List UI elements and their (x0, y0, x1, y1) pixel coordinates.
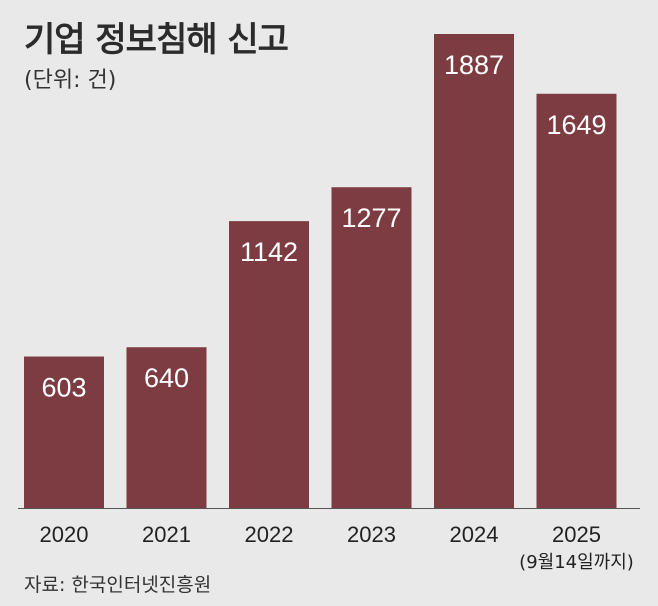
data-label-2025: 1649 (546, 110, 606, 140)
x-tick-note-2025: (9월14일까지) (519, 552, 634, 573)
bar-2025 (536, 93, 617, 508)
x-tick-label-2022: 2022 (245, 522, 294, 547)
x-tick-label-2020: 2020 (40, 522, 89, 547)
bar-2022 (229, 221, 309, 509)
x-tick-label-2024: 2024 (450, 522, 499, 547)
data-label-2021: 640 (144, 363, 189, 393)
data-label-2024: 1887 (444, 50, 504, 80)
x-tick-label-2025: 2025 (552, 522, 601, 547)
bar-2024 (434, 34, 514, 508)
bar-2020 (24, 356, 104, 508)
chart-unit-label: (단위: 건) (24, 68, 117, 93)
x-tick-label-2021: 2021 (142, 522, 191, 547)
x-tick-label-2023: 2023 (347, 522, 396, 547)
chart-title: 기업 정보침해 신고 (24, 20, 289, 60)
bar-2021 (126, 347, 207, 508)
source-note: 자료: 한국인터넷진흥원 (24, 574, 212, 596)
bar-2023 (331, 187, 412, 508)
data-label-2023: 1277 (341, 203, 401, 233)
data-label-2022: 1142 (240, 237, 298, 267)
data-label-2020: 603 (41, 373, 86, 403)
